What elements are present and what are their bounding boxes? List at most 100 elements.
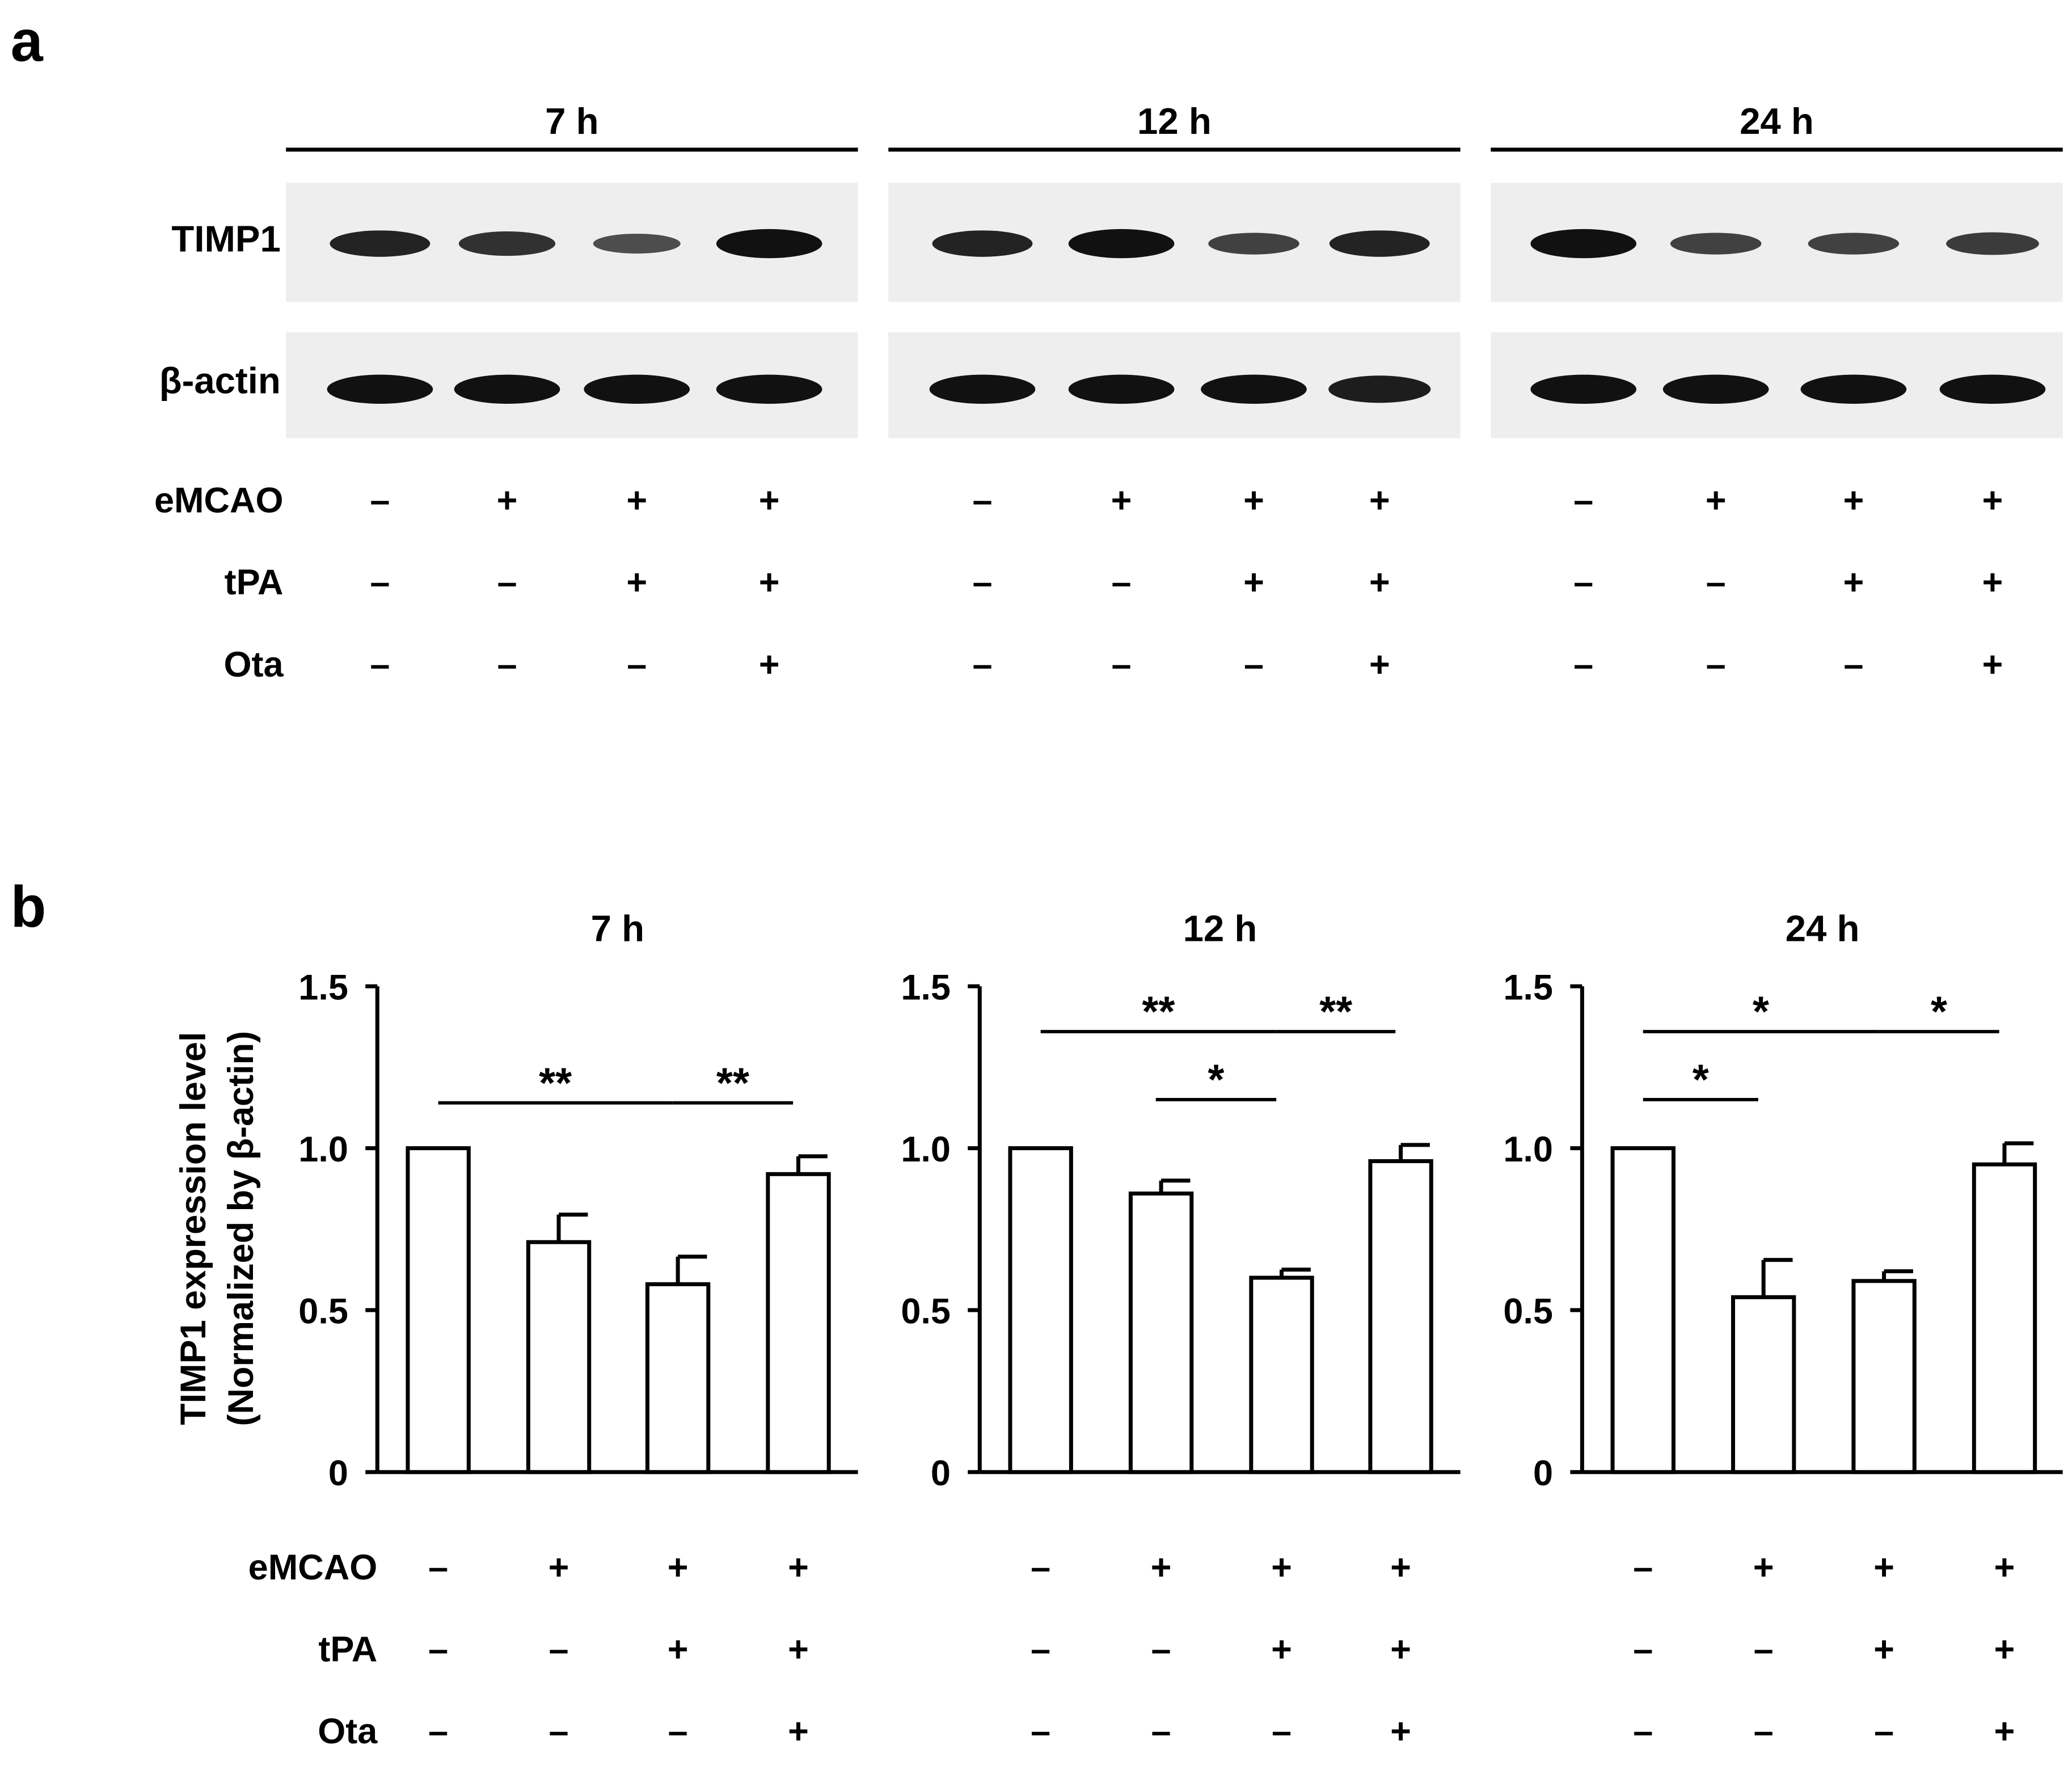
chart-sign-emcao: + (1994, 1548, 2015, 1587)
bar (1128, 1192, 1194, 1475)
y-tick-label: 1.0 (901, 1130, 951, 1169)
bar (526, 1240, 592, 1475)
chart-title: 24 h (1786, 908, 1860, 949)
blot-sign-tpa: + (1982, 563, 2003, 602)
chart-treatment-label-ota: Ota (318, 1712, 378, 1751)
blot-band-timp1 (932, 230, 1033, 257)
y-tick-label: 0.5 (298, 1292, 348, 1332)
y-tick-label: 1.5 (298, 968, 348, 1007)
blot-sign-emcao: – (370, 480, 390, 520)
blot-sign-tpa: + (1243, 563, 1264, 602)
chart-treatment-label-tpa: tPA (318, 1630, 377, 1670)
significance-label: * (1208, 1056, 1224, 1104)
blot-sign-tpa: – (972, 563, 992, 602)
chart-sign-tpa: + (788, 1630, 809, 1670)
chart-sign-emcao: + (1271, 1548, 1292, 1587)
blot-sign-ota: + (1369, 645, 1390, 685)
blot-sign-tpa: + (1843, 563, 1864, 602)
chart-sign-tpa: + (668, 1630, 689, 1670)
bar (766, 1172, 831, 1475)
bar-chart-12h: 12 h00.51.01.5** *** (901, 908, 1461, 1493)
bar (1249, 1275, 1314, 1475)
y-tick-label: 1.0 (298, 1130, 348, 1169)
blot-row-label-actin: β-actin (159, 360, 281, 401)
blot-treatment-label-tpa: tPA (225, 563, 284, 602)
blot-band-actin (1800, 374, 1907, 404)
bar (1008, 1146, 1073, 1475)
blot-band-actin (1939, 374, 2046, 404)
chart-sign-tpa: – (1031, 1630, 1050, 1670)
blot-band-actin (1201, 374, 1307, 404)
chart-sign-ota: – (668, 1712, 688, 1751)
chart-sign-emcao: + (1873, 1548, 1894, 1587)
chart-sign-tpa: + (1994, 1630, 2015, 1670)
significance-label: ** (1142, 988, 1175, 1036)
chart-sign-ota: + (1390, 1712, 1411, 1751)
blot-band-actin (454, 374, 560, 404)
blot-band-actin (1068, 374, 1175, 404)
blot-sign-ota: – (497, 645, 517, 685)
significance-label: ** (539, 1059, 572, 1106)
blot-sign-emcao: – (972, 480, 992, 520)
chart-sign-ota: – (1151, 1712, 1171, 1751)
blot-sign-tpa: – (497, 563, 517, 602)
blot-sign-ota: – (1843, 645, 1863, 685)
significance-label: ** (1319, 988, 1352, 1036)
blot-sign-emcao: + (759, 480, 780, 520)
y-tick-label: 0.5 (1503, 1292, 1553, 1332)
blot-row-label-timp1: TIMP1 (171, 218, 280, 260)
chart-sign-ota: + (788, 1712, 809, 1751)
y-axis-label-line-2: (Normalized by β-actin) (221, 1031, 261, 1426)
chart-sign-ota: – (1754, 1712, 1774, 1751)
blot-sign-tpa: + (1369, 563, 1390, 602)
blot-band-timp1 (1068, 229, 1175, 259)
chart-sign-emcao: – (1633, 1548, 1653, 1587)
chart-sign-tpa: – (1633, 1630, 1653, 1670)
blot-sign-ota: – (1112, 645, 1132, 685)
blot-time-24h: 24 h (1740, 100, 1814, 142)
chart-sign-tpa: + (1390, 1630, 1411, 1670)
bar-charts: 7 h00.51.01.5** **12 h00.51.01.5** ***24 h… (298, 908, 2063, 1493)
bar (1972, 1162, 2037, 1475)
y-tick-label: 1.5 (1503, 968, 1553, 1007)
blot-time-headers: 7 h 12 h 24 h (286, 100, 2063, 152)
blot-band-timp1 (1808, 233, 1900, 255)
chart-title: 7 h (591, 908, 644, 949)
blot-treatment-label-ota: Ota (223, 645, 284, 685)
significance-label: * (1931, 988, 1947, 1036)
chart-sign-tpa: + (1271, 1630, 1292, 1670)
western-blots (286, 183, 2063, 438)
y-axis-label: TIMP1 expression level (Normalized by β-… (174, 1031, 261, 1426)
chart-sign-tpa: – (1151, 1630, 1171, 1670)
chart-sign-emcao: + (1151, 1548, 1172, 1587)
chart-sign-tpa: – (428, 1630, 448, 1670)
chart-sign-emcao: + (1390, 1548, 1411, 1587)
significance-label: * (1753, 988, 1769, 1036)
chart-sign-ota: – (549, 1712, 569, 1751)
chart-title: 12 h (1183, 908, 1257, 949)
bar-chart-24h: 24 h 0 0.5 1.0 1.5 * * * (1503, 908, 2063, 1493)
bar (645, 1282, 711, 1475)
chart-sign-ota: – (1031, 1712, 1050, 1751)
chart-treatment-signs: – + + + – + + + – + + + – – + + – – + + – – + + – – – + – – – + – – – + (428, 1548, 2015, 1751)
blot-sign-ota: – (370, 645, 390, 685)
blot-time-7h: 7 h (545, 100, 598, 142)
chart-sign-emcao: + (788, 1548, 809, 1587)
blot-sign-emcao: + (497, 480, 518, 520)
blot-time-12h: 12 h (1137, 100, 1212, 142)
blot-sign-tpa: – (1112, 563, 1132, 602)
chart-sign-emcao: + (668, 1548, 689, 1587)
blot-band-actin (929, 374, 1036, 404)
chart-sign-ota: + (1994, 1712, 2015, 1751)
blot-sign-emcao: + (1982, 480, 2003, 520)
chart-treatment-labels: eMCAO tPA Ota (248, 1548, 378, 1751)
blot-sign-tpa: + (759, 563, 780, 602)
blot-sign-ota: – (1244, 645, 1264, 685)
chart-sign-tpa: – (1754, 1630, 1774, 1670)
y-tick-label: 1.0 (1503, 1130, 1553, 1169)
bar (1731, 1295, 1796, 1475)
blot-sign-ota: + (759, 645, 780, 685)
blot-sign-ota: – (1573, 645, 1593, 685)
blot-band-timp1 (716, 229, 822, 259)
